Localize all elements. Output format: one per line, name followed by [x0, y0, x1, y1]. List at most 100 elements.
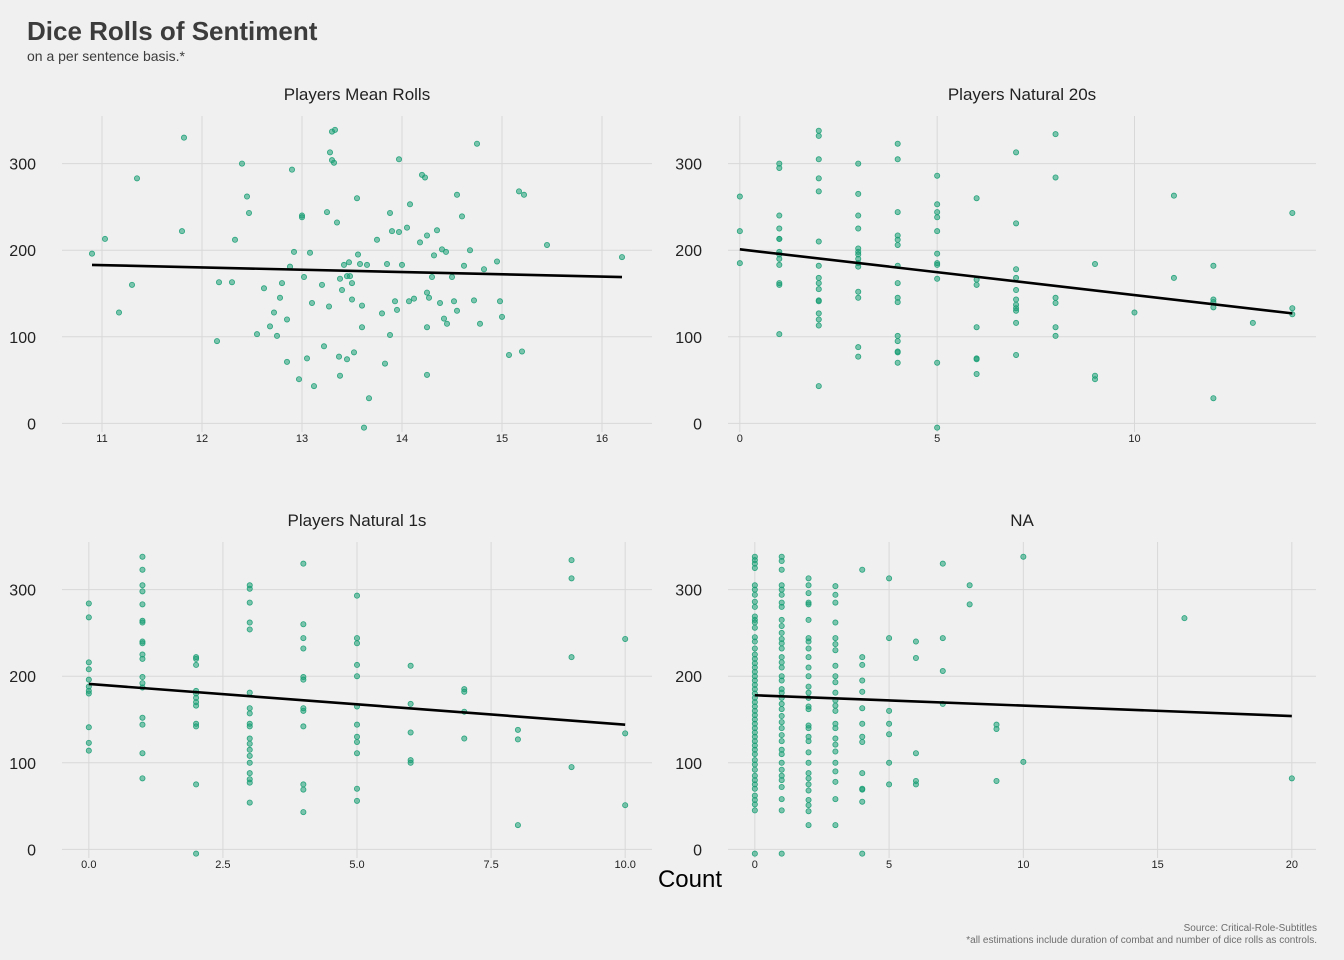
data-point: [300, 645, 307, 652]
data-point: [934, 172, 941, 179]
data-point: [276, 294, 283, 301]
data-point: [460, 262, 467, 269]
data-point: [736, 193, 743, 200]
data-point: [231, 236, 238, 243]
data-point: [966, 582, 973, 589]
data-point: [116, 309, 123, 316]
data-point: [346, 273, 353, 280]
y-tick-label: 300: [675, 583, 702, 600]
data-point: [805, 808, 812, 815]
data-point: [855, 160, 862, 167]
data-point: [805, 683, 812, 690]
data-point: [1013, 307, 1020, 314]
panel-title: Players Mean Rolls: [284, 85, 430, 104]
data-point: [805, 706, 812, 713]
data-point: [326, 149, 333, 156]
data-point: [859, 850, 866, 857]
data-point: [894, 280, 901, 287]
data-point: [776, 235, 783, 242]
data-point: [832, 822, 839, 829]
data-point: [519, 348, 526, 355]
data-point: [778, 784, 785, 791]
data-point: [139, 566, 146, 573]
data-point: [278, 280, 285, 287]
data-point: [736, 228, 743, 235]
data-point: [1210, 262, 1217, 269]
data-point: [306, 249, 313, 256]
data-point: [85, 747, 92, 754]
data-point: [912, 781, 919, 788]
data-point: [568, 575, 575, 582]
data-point: [1181, 615, 1188, 622]
data-point: [358, 302, 365, 309]
data-point: [894, 209, 901, 216]
data-point: [363, 261, 370, 268]
data-point: [894, 332, 901, 339]
data-point: [832, 689, 839, 696]
data-point: [894, 299, 901, 306]
data-point: [973, 195, 980, 202]
data-point: [778, 759, 785, 766]
data-point: [139, 582, 146, 589]
data-point: [751, 807, 758, 814]
data-point: [318, 281, 325, 288]
data-point: [859, 661, 866, 668]
data-point: [353, 721, 360, 728]
data-point: [778, 645, 785, 652]
x-tick-label: 15: [496, 433, 508, 445]
data-point: [325, 303, 332, 310]
data-point: [405, 298, 412, 305]
data-point: [934, 201, 941, 208]
panel-1: Players Mean Rolls 0 100 200 300 11 12 13 14 15 16: [9, 85, 652, 445]
data-point: [805, 575, 812, 582]
data-point: [335, 353, 342, 360]
y-tick-label: 0: [27, 842, 36, 859]
data-point: [406, 201, 413, 208]
data-point: [805, 601, 812, 608]
data-point: [805, 770, 812, 777]
data-point: [939, 635, 946, 642]
data-point: [778, 640, 785, 647]
data-point: [300, 676, 307, 683]
data-point: [778, 719, 785, 726]
data-point: [358, 324, 365, 331]
data-point: [815, 188, 822, 195]
data-point: [736, 260, 743, 267]
data-point: [521, 191, 528, 198]
data-point: [776, 281, 783, 288]
data-point: [894, 359, 901, 366]
data-point: [343, 356, 350, 363]
data-point: [832, 748, 839, 755]
data-point: [832, 702, 839, 709]
data-point: [778, 751, 785, 758]
data-point: [832, 796, 839, 803]
data-point: [270, 309, 277, 316]
data-point: [436, 300, 443, 307]
data-point: [308, 300, 315, 307]
data-point: [805, 775, 812, 782]
data-point: [433, 227, 440, 234]
data-point: [353, 640, 360, 647]
data-point: [85, 659, 92, 666]
x-tick-label: 15: [1151, 859, 1163, 871]
data-point: [193, 702, 200, 709]
data-point: [1210, 395, 1217, 402]
data-point: [855, 294, 862, 301]
data-point: [139, 721, 146, 728]
data-point: [407, 729, 414, 736]
data-point: [348, 280, 355, 287]
data-point: [805, 673, 812, 680]
data-point: [85, 666, 92, 673]
data-point: [751, 586, 758, 593]
data-point: [336, 372, 343, 379]
data-point: [894, 241, 901, 248]
data-point: [246, 689, 253, 696]
fit-line: [739, 248, 1293, 315]
data-point: [246, 705, 253, 712]
data-point: [778, 664, 785, 671]
data-point: [260, 285, 267, 292]
data-point: [350, 349, 357, 356]
data-point: [815, 175, 822, 182]
data-point: [805, 582, 812, 589]
data-point: [423, 232, 430, 239]
